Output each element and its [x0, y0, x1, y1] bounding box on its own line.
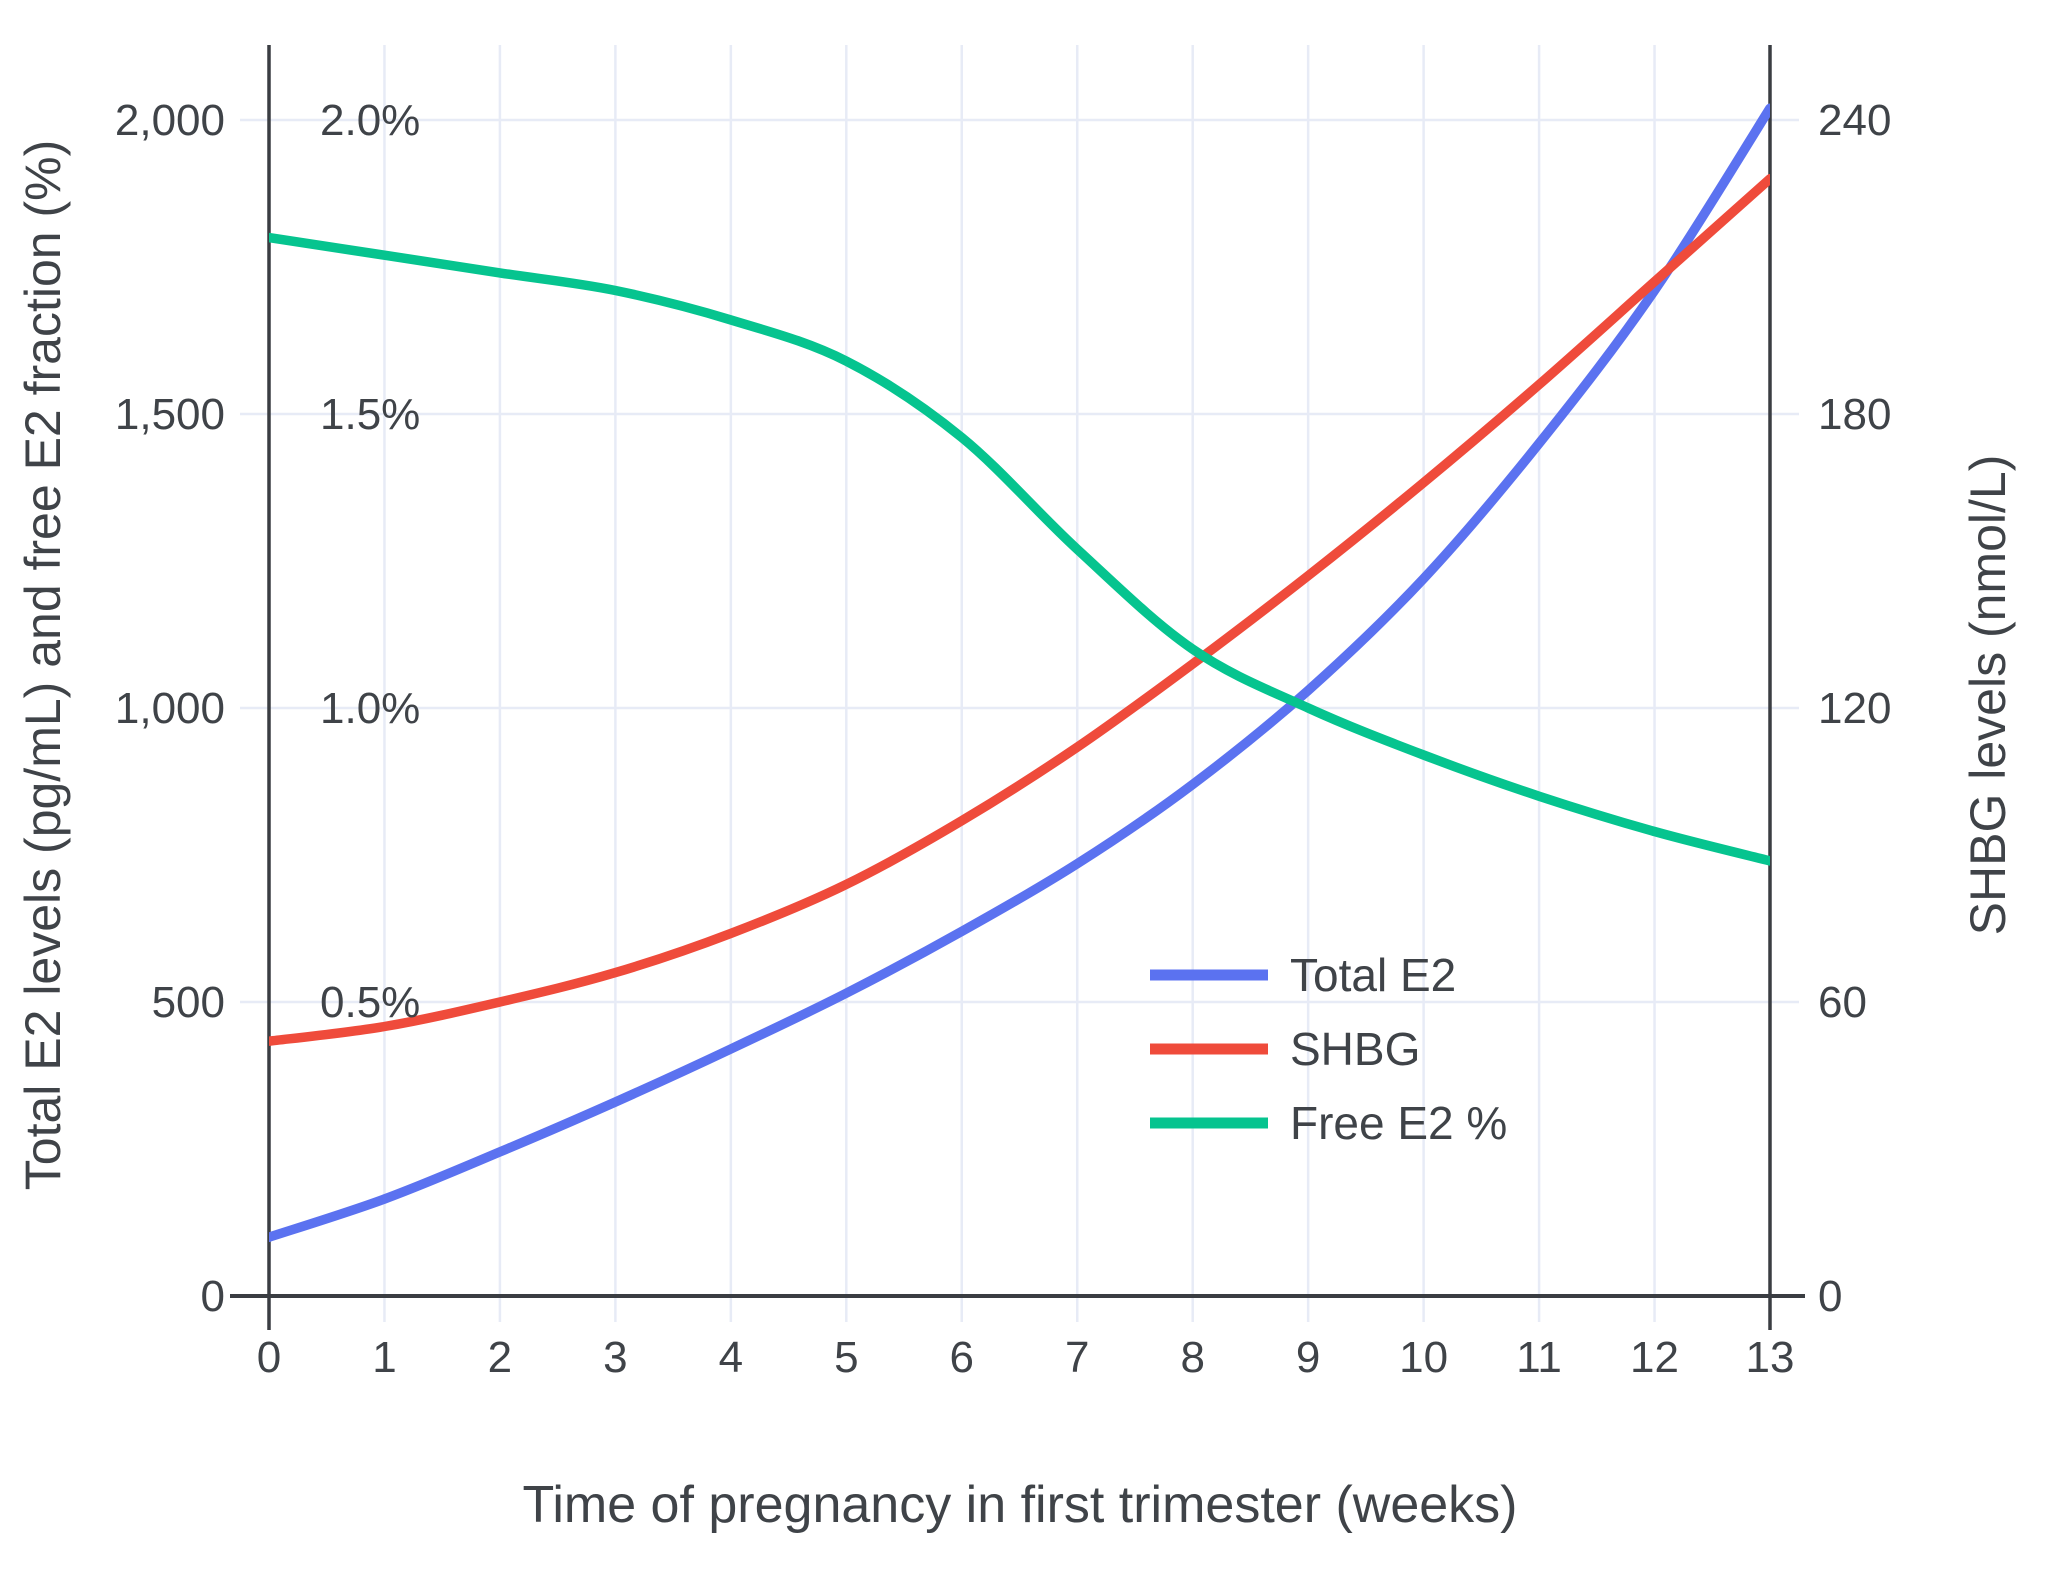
legend-label-free-e2-pct: Free E2 %: [1290, 1097, 1507, 1149]
x-tick-label: 4: [719, 1333, 743, 1382]
series-line-total-e2: [269, 103, 1770, 1242]
pct-annotation: 2.0%: [320, 96, 420, 145]
series-layer: [269, 103, 1770, 1242]
pct-annotation: 1.0%: [320, 684, 420, 733]
pct-annotation: 0.5%: [320, 978, 420, 1027]
x-tick-label: 2: [488, 1333, 512, 1382]
x-tick-label: 12: [1630, 1333, 1679, 1382]
y-left-tick-label: 1,000: [115, 684, 225, 733]
x-tick-label: 7: [1065, 1333, 1089, 1382]
legend-label-total-e2: Total E2: [1290, 949, 1456, 1001]
x-tick-label: 1: [372, 1333, 396, 1382]
x-tick-label: 11: [1516, 1333, 1562, 1382]
x-tick-label: 5: [834, 1333, 858, 1382]
x-tick-label: 13: [1746, 1333, 1795, 1382]
y-axis-right-title: SHBG levels (nmol/L): [1960, 455, 2016, 936]
grid-layer: [240, 45, 1799, 1322]
x-tick-label: 0: [257, 1333, 281, 1382]
legend: Total E2 SHBG Free E2 %: [1150, 949, 1507, 1149]
y-right-tick-label: 0: [1818, 1272, 1842, 1321]
y-left-tick-label: 500: [152, 978, 225, 1027]
x-tick-label: 8: [1180, 1333, 1204, 1382]
axis-layer: [230, 45, 1805, 1330]
x-tick-label: 10: [1399, 1333, 1448, 1382]
legend-label-shbg: SHBG: [1290, 1023, 1420, 1075]
legend-item-shbg[interactable]: SHBG: [1150, 1023, 1420, 1075]
series-line-free-e2-: [269, 232, 1770, 866]
y-right-tick-label: 240: [1818, 96, 1891, 145]
x-axis-title: Time of pregnancy in first trimester (we…: [522, 1476, 1517, 1534]
y-left-tick-label: 0: [201, 1272, 225, 1321]
y-left-tick-label: 1,500: [115, 390, 225, 439]
x-tick-label: 9: [1296, 1333, 1320, 1382]
y-right-tick-label: 180: [1818, 390, 1891, 439]
x-tick-label: 6: [950, 1333, 974, 1382]
y-axis-left-title: Total E2 levels (pg/mL) and free E2 frac…: [15, 140, 71, 1190]
x-tick-label: 3: [603, 1333, 627, 1382]
legend-item-free-e2-pct[interactable]: Free E2 %: [1150, 1097, 1507, 1149]
y-left-tick-label: 2,000: [115, 96, 225, 145]
series-line-shbg: [269, 174, 1770, 1046]
y-right-tick-label: 60: [1818, 978, 1867, 1027]
y-right-tick-label: 120: [1818, 684, 1891, 733]
legend-item-total-e2[interactable]: Total E2: [1150, 949, 1456, 1001]
pct-annotation: 1.5%: [320, 390, 420, 439]
